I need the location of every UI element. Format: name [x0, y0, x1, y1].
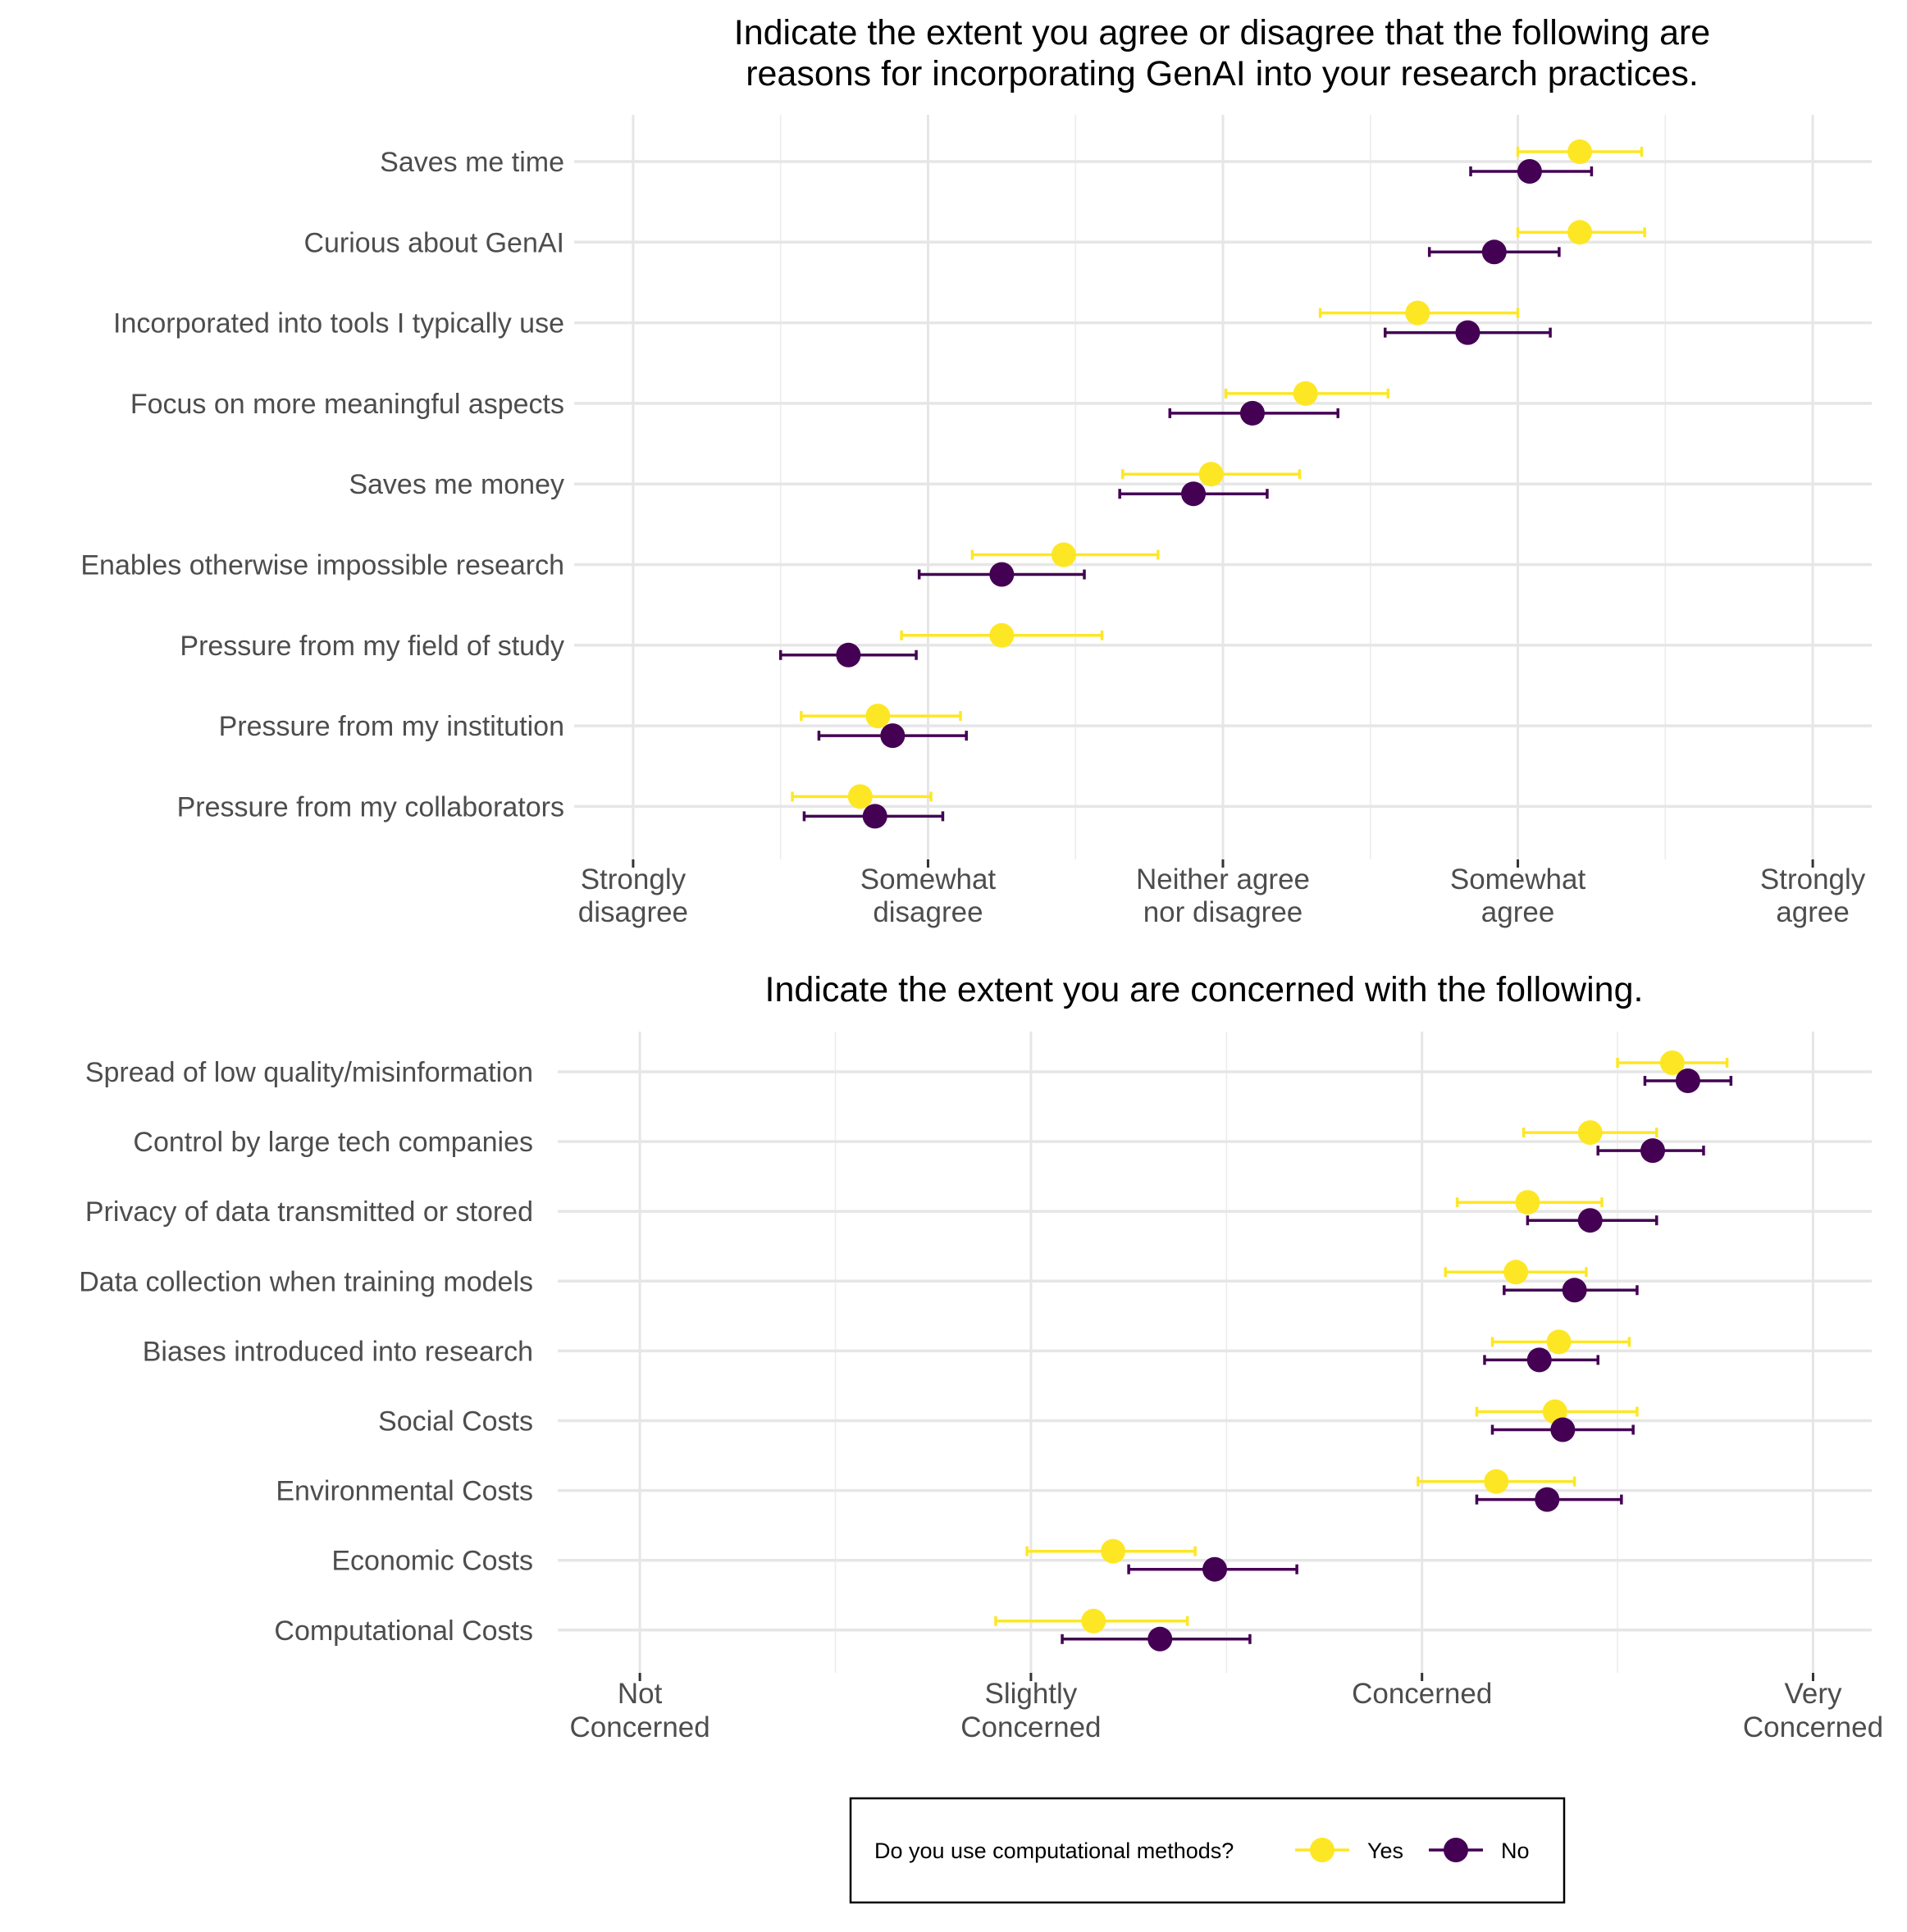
category-label: Biases introduced into research — [143, 1336, 533, 1367]
data-point — [1577, 1120, 1603, 1146]
category-label: Curious about GenAI — [303, 227, 564, 258]
x-tick-label: disagree — [873, 896, 983, 928]
data-point — [1051, 542, 1076, 567]
data-point — [1517, 159, 1542, 184]
category-label: Enables otherwise impossible research — [80, 550, 564, 581]
x-tick-label: agree — [1776, 896, 1850, 928]
category-label: Spread of low quality/misinformation — [85, 1057, 533, 1088]
data-point — [1081, 1608, 1106, 1634]
concern-panel: Indicate the extent you are concerned wi… — [79, 970, 1883, 1743]
data-point — [989, 622, 1015, 648]
category-label: Saves me time — [380, 147, 564, 178]
category-label: Data collection when training models — [79, 1266, 533, 1297]
data-point — [1675, 1069, 1700, 1093]
legend: Do you use computational methods? Yes No — [849, 1797, 1566, 1904]
x-tick-label: Strongly — [581, 863, 687, 895]
data-point — [1198, 462, 1224, 487]
category-label: Control by large tech companies — [133, 1127, 533, 1158]
data-point — [1481, 239, 1507, 265]
data-point — [880, 723, 906, 749]
data-point — [1577, 1208, 1603, 1233]
data-point — [1181, 481, 1207, 507]
data-point — [1535, 1487, 1560, 1512]
data-point — [836, 642, 861, 668]
data-point — [1484, 1469, 1509, 1494]
data-point — [989, 562, 1015, 587]
data-point — [1562, 1278, 1587, 1303]
data-point — [1526, 1347, 1552, 1373]
category-label: Incorporated into tools I typically use — [113, 308, 564, 339]
category-label: Pressure from my field of study — [180, 631, 564, 662]
data-point — [862, 804, 887, 829]
x-tick-label: Not — [618, 1678, 663, 1710]
x-tick-label: Strongly — [1760, 863, 1866, 895]
data-point — [1546, 1329, 1572, 1355]
category-label: Environmental Costs — [276, 1476, 533, 1507]
x-tick-label: Neither agree — [1136, 863, 1310, 895]
x-tick-label: Concerned — [960, 1711, 1101, 1743]
legend-label: No — [1501, 1839, 1530, 1863]
data-point — [1405, 300, 1430, 326]
data-point — [865, 704, 891, 729]
data-point — [1147, 1626, 1173, 1652]
category-label: Focus on more meaningful aspects — [130, 389, 564, 420]
legend-key-point — [1444, 1838, 1468, 1862]
agreement-panel: Indicate the extent you agree or disagre… — [80, 13, 1872, 928]
x-tick-label: nor disagree — [1143, 896, 1303, 928]
data-point — [1659, 1050, 1685, 1075]
category-label: Pressure from my institution — [219, 711, 564, 742]
x-tick-label: agree — [1481, 896, 1555, 928]
category-label: Privacy of data transmitted or stored — [85, 1196, 533, 1228]
data-point — [1455, 320, 1480, 345]
x-tick-label: disagree — [578, 896, 688, 928]
x-tick-label: Concerned — [570, 1711, 710, 1743]
legend-label: Yes — [1367, 1839, 1403, 1863]
category-label: Computational Costs — [274, 1615, 533, 1647]
data-point — [1101, 1538, 1126, 1564]
x-tick-label: Concerned — [1352, 1678, 1492, 1710]
data-point — [1640, 1138, 1665, 1164]
chart-title-line: reasons for incorporating GenAI into you… — [746, 54, 1699, 93]
x-tick-label: Somewhat — [860, 863, 997, 895]
chart-title-line: Indicate the extent you are concerned wi… — [765, 970, 1644, 1009]
category-label: Social Costs — [378, 1406, 533, 1438]
legend-key-point — [1310, 1838, 1334, 1862]
chart-title-line: Indicate the extent you agree or disagre… — [734, 13, 1710, 52]
data-point — [1567, 220, 1593, 245]
category-label: Pressure from my collaborators — [177, 791, 564, 822]
data-point — [847, 784, 873, 809]
x-tick-label: Somewhat — [1450, 863, 1586, 895]
x-tick-label: Very — [1784, 1678, 1842, 1710]
x-tick-label: Concerned — [1743, 1711, 1883, 1743]
category-label: Economic Costs — [331, 1546, 533, 1577]
data-point — [1293, 380, 1318, 406]
data-point — [1567, 139, 1593, 164]
data-point — [1239, 400, 1265, 426]
data-point — [1503, 1260, 1529, 1285]
legend-title: Do you use computational methods? — [874, 1839, 1234, 1863]
data-point — [1202, 1556, 1227, 1582]
category-label: Saves me money — [349, 469, 564, 500]
data-point — [1515, 1190, 1540, 1215]
x-tick-label: Slightly — [984, 1678, 1077, 1710]
data-point — [1550, 1417, 1576, 1442]
